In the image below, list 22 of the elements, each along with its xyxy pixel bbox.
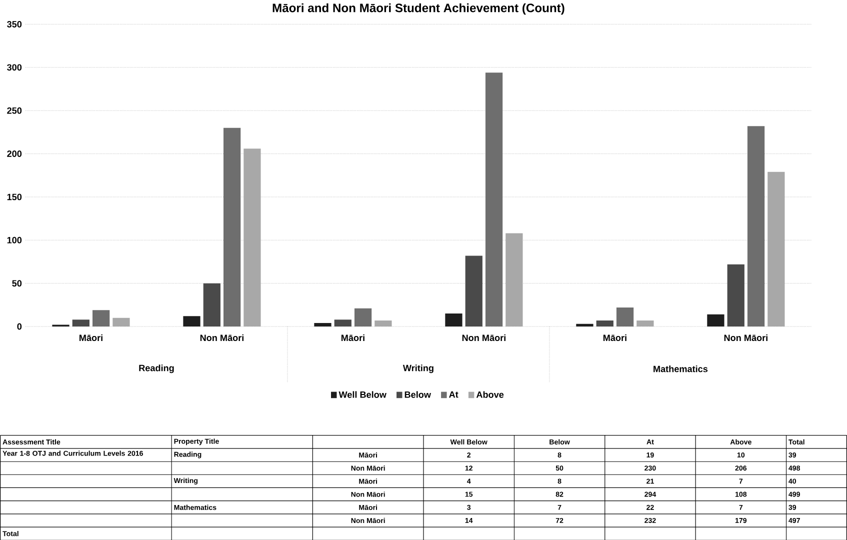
x-tick-label: Non Māori	[724, 334, 768, 341]
text: Reading	[139, 364, 174, 373]
legend-label: Below	[404, 390, 432, 398]
x-tick-label: Non Māori	[462, 334, 506, 341]
legend-label: Above	[476, 390, 504, 398]
chart-title: Māori and Non Māori Student Achievement (Count)	[272, 3, 564, 14]
x-tick-label: Māori	[80, 334, 102, 341]
text: Writing	[402, 364, 434, 373]
legend-label: At	[449, 391, 458, 398]
x-tick-label: Non Māori	[200, 334, 244, 341]
text: Mathematics	[654, 365, 708, 372]
y-tick-label: 150	[7, 194, 22, 200]
x-tick-label: Māori	[603, 334, 626, 341]
y-tick-label: 200	[7, 150, 22, 157]
y-tick-label: 100	[7, 236, 22, 244]
y-tick-label: 0	[17, 323, 22, 330]
y-tick-label: 350	[7, 20, 22, 28]
x-tick-label: Māori	[341, 334, 364, 341]
legend-label: Well Below	[338, 390, 386, 398]
y-tick-label: 250	[7, 107, 22, 114]
y-tick-label: 300	[7, 64, 22, 70]
y-tick-label: 50	[12, 280, 22, 286]
